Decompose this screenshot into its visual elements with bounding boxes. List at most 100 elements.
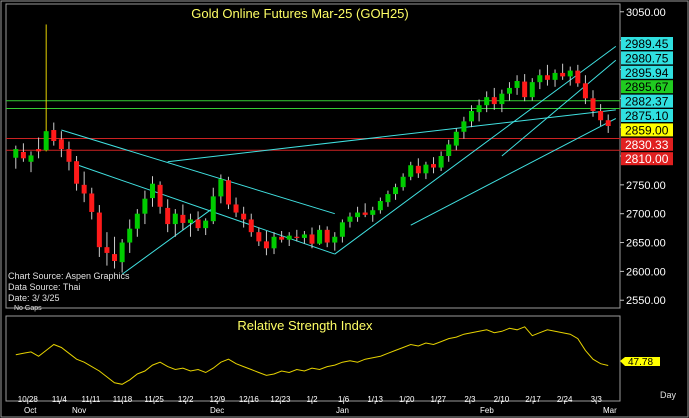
price-flag [621, 37, 673, 50]
month-label: Jan [336, 406, 349, 415]
trendline [76, 164, 335, 255]
candle-body [476, 105, 482, 113]
price-flag-label: 2980.75 [625, 51, 669, 65]
candle-body [150, 183, 156, 199]
candle-body [370, 210, 376, 215]
price-tick-label: 2650.00 [626, 238, 666, 250]
month-label: Oct [24, 406, 37, 415]
candle-body [127, 228, 133, 243]
candle-body [317, 229, 323, 244]
price-flag [621, 137, 673, 151]
trendline [334, 45, 617, 255]
no-gaps-text: No Gaps [14, 305, 42, 312]
candle-body [575, 70, 581, 84]
candle-body [187, 219, 193, 223]
candle-body [408, 165, 414, 177]
price-flag-label: 2895.94 [625, 66, 669, 80]
price-flag [621, 80, 673, 94]
trendline [501, 59, 617, 157]
date-tick-label: 11/25 [144, 395, 164, 404]
price-flag-label: 2859.00 [625, 123, 669, 137]
candle-body [385, 194, 391, 203]
candle-body [332, 236, 338, 243]
candle-body [28, 155, 34, 162]
price-flag-label: 2875.10 [625, 109, 669, 123]
candle-body [89, 193, 95, 212]
date-tick-label: 1/2 [306, 395, 318, 404]
interval-label: Day [660, 390, 677, 400]
candle-body [195, 219, 201, 229]
date-tick-label: 2/17 [525, 395, 541, 404]
date-axis: 10/28 11/4 11/11 11/18 11/25 12/2 12/9 12/16 12/… [18, 395, 617, 415]
date-tick-label: 3/3 [591, 395, 603, 404]
candle-body [537, 75, 543, 83]
date-text: Date: 3/ 3/25 [8, 293, 60, 303]
candle-body [134, 213, 140, 229]
candle-body [431, 164, 437, 168]
chart-title: Gold Online Futures Mar-25 (GOH25) [191, 6, 408, 21]
month-label: Dec [210, 406, 224, 415]
candle-body [13, 149, 19, 158]
price-flag-label: 2895.67 [625, 80, 669, 94]
rsi-last-value: 47.78 [628, 357, 653, 368]
candle-body [590, 98, 596, 111]
date-tick-label: 11/11 [82, 395, 101, 404]
candle-body [582, 83, 588, 99]
candle-body [415, 165, 421, 174]
candle-body [256, 232, 262, 242]
trendline [167, 109, 616, 163]
trendline [61, 129, 335, 215]
candle-body [210, 196, 216, 222]
candle-body [104, 247, 110, 253]
candle-body [203, 220, 209, 229]
price-flag [621, 152, 673, 166]
date-tick-label: 12/9 [209, 395, 225, 404]
support-resistance-lines [6, 100, 620, 151]
date-tick-label: 2/10 [494, 395, 510, 404]
candle-body [248, 219, 254, 233]
candle-body [309, 234, 315, 244]
price-flag [621, 123, 673, 137]
price-flag-label: 2882.37 [625, 95, 669, 109]
candle-body [241, 213, 247, 220]
candle-body [393, 187, 399, 195]
candle-body [81, 184, 87, 194]
date-tick-label: 2/24 [557, 395, 573, 404]
candle-body [544, 75, 550, 80]
candle-body [598, 111, 604, 121]
candle-body [446, 144, 452, 156]
candle-body [362, 212, 368, 215]
candle-body [142, 198, 148, 214]
data-source-text: Data Source: Thai [8, 282, 80, 292]
rsi-title: Relative Strength Index [237, 318, 373, 333]
price-plot-area [5, 3, 621, 309]
date-tick-label: 11/4 [52, 395, 68, 404]
candle-body [286, 235, 292, 240]
price-tick-label: 2550.00 [626, 295, 666, 307]
candle-body [552, 72, 558, 80]
chart-source-text: Chart Source: Aspen Graphics [8, 271, 130, 281]
candle-body [438, 156, 444, 168]
candle-body [51, 130, 57, 141]
date-tick-label: 12/23 [270, 395, 291, 404]
candle-body [180, 214, 186, 223]
price-flag-label: 2830.33 [625, 138, 669, 152]
price-tick-label: 3050.00 [626, 7, 666, 19]
candle-body [324, 229, 330, 243]
candle-body [423, 164, 429, 174]
trendlines [61, 45, 617, 275]
candle-body [301, 234, 307, 238]
candle-body [491, 97, 497, 105]
rsi-line [15, 326, 609, 385]
candle-body [279, 236, 285, 240]
candle-body [567, 70, 573, 77]
candlesticks [13, 24, 611, 273]
candle-body [157, 184, 163, 207]
candle-body [514, 81, 520, 88]
rsi-flag-shape [620, 357, 660, 366]
candle-body [506, 87, 512, 94]
candle-body [165, 207, 171, 225]
date-tick-label: 10/28 [18, 395, 39, 404]
trendline [410, 118, 617, 226]
